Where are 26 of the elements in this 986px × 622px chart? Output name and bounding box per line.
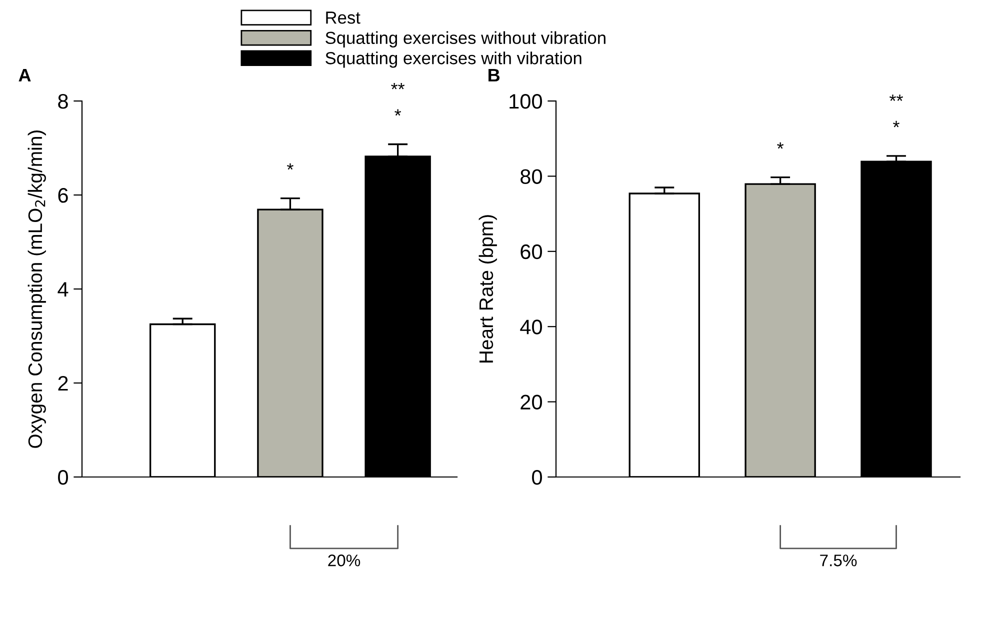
text: ** xyxy=(890,94,903,101)
y-axis-title: Heart Rate (bpm) xyxy=(478,215,497,362)
y-tick-label: 0 xyxy=(532,470,542,485)
y-tick-label: 100 xyxy=(510,94,542,109)
annotation: * xyxy=(394,109,402,116)
legend-label: Rest xyxy=(326,12,360,24)
legend-label: Squatting exercises without vibration xyxy=(326,31,606,48)
text: 20% xyxy=(328,554,360,566)
y-tick-label: 4 xyxy=(58,282,68,297)
y-tick-label: 80 xyxy=(520,169,542,184)
y-tick-label: 6 xyxy=(58,188,68,203)
annotation: * xyxy=(893,120,900,128)
annotation: * xyxy=(777,142,784,149)
y-tick-label: 0 xyxy=(58,470,68,485)
chart-title: B xyxy=(488,68,500,82)
y-tick-label: 60 xyxy=(520,244,542,260)
y-tick-label: 40 xyxy=(520,320,542,334)
text: 7.5% xyxy=(820,554,857,566)
y-axis-title: Oxygen Consumption (mLO$_{2}$/kg/min) xyxy=(28,130,46,448)
annotation: * xyxy=(286,163,294,170)
y-tick-label: 8 xyxy=(58,94,68,109)
y-tick-label: 20 xyxy=(520,394,542,410)
chart-title: A xyxy=(18,68,31,82)
text: ** xyxy=(391,82,405,90)
y-tick-label: 2 xyxy=(58,376,68,391)
legend-label: Squatting exercises with vibration xyxy=(326,52,582,68)
